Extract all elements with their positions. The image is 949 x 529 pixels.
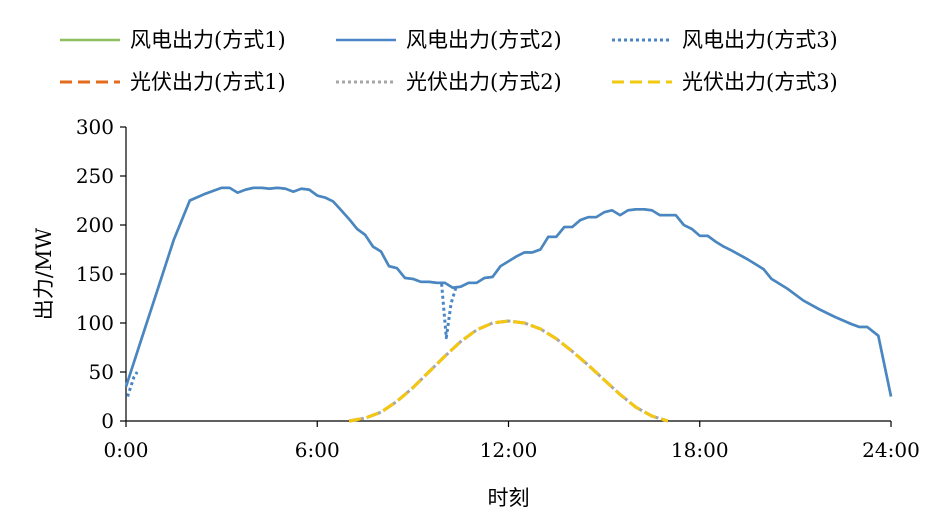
series-line — [348, 319, 669, 423]
y-axis-title: 出力/MW — [32, 228, 56, 321]
series-lines — [124, 186, 893, 423]
x-tick-label: 18:00 — [671, 438, 729, 462]
series-path — [124, 186, 893, 397]
axes: 0 50 100 150 200 250 300 0:00 6:00 12:00 18:00 24:… — [76, 115, 920, 462]
legend: 风电出力(方式1) 风电出力(方式2) 风电出力(方式3) 光伏出力(方式1) 光伏出力… — [60, 28, 838, 94]
series-line — [126, 283, 458, 397]
x-tick-label: 12:00 — [480, 438, 538, 462]
legend-item: 光伏出力(方式3) — [612, 70, 838, 94]
legend-label: 光伏出力(方式3) — [682, 70, 838, 94]
series-path — [440, 283, 458, 340]
legend-item: 风电出力(方式2) — [336, 28, 562, 52]
legend-label: 风电出力(方式3) — [682, 28, 838, 52]
series-line — [124, 186, 893, 397]
legend-item: 光伏出力(方式2) — [336, 70, 562, 94]
x-tick-label: 24:00 — [862, 438, 920, 462]
legend-label: 光伏出力(方式2) — [406, 70, 562, 94]
series-path — [348, 319, 669, 423]
x-ticks: 0:00 6:00 12:00 18:00 24:00 — [104, 421, 920, 462]
legend-label: 风电出力(方式2) — [406, 28, 562, 52]
x-tick-label: 0:00 — [104, 438, 149, 462]
y-tick-label: 250 — [76, 164, 114, 188]
y-tick-label: 150 — [76, 262, 114, 286]
x-tick-label: 6:00 — [295, 438, 340, 462]
series-line — [348, 319, 669, 423]
legend-label: 光伏出力(方式1) — [130, 70, 286, 94]
x-axis-title: 时刻 — [488, 486, 530, 510]
y-tick-label: 300 — [76, 115, 114, 139]
y-tick-label: 100 — [76, 311, 114, 335]
y-tick-label: 0 — [101, 409, 114, 433]
legend-item: 风电出力(方式3) — [612, 28, 838, 52]
legend-label: 风电出力(方式1) — [130, 28, 286, 52]
series-path — [124, 186, 893, 397]
legend-item: 光伏出力(方式1) — [60, 70, 286, 94]
series-line — [348, 319, 669, 423]
y-tick-label: 200 — [76, 213, 114, 237]
y-ticks: 0 50 100 150 200 250 300 — [76, 115, 126, 433]
y-tick-label: 50 — [89, 360, 114, 384]
series-path — [348, 319, 669, 423]
legend-item: 风电出力(方式1) — [60, 28, 286, 52]
series-path — [348, 319, 669, 423]
series-line — [124, 186, 893, 397]
